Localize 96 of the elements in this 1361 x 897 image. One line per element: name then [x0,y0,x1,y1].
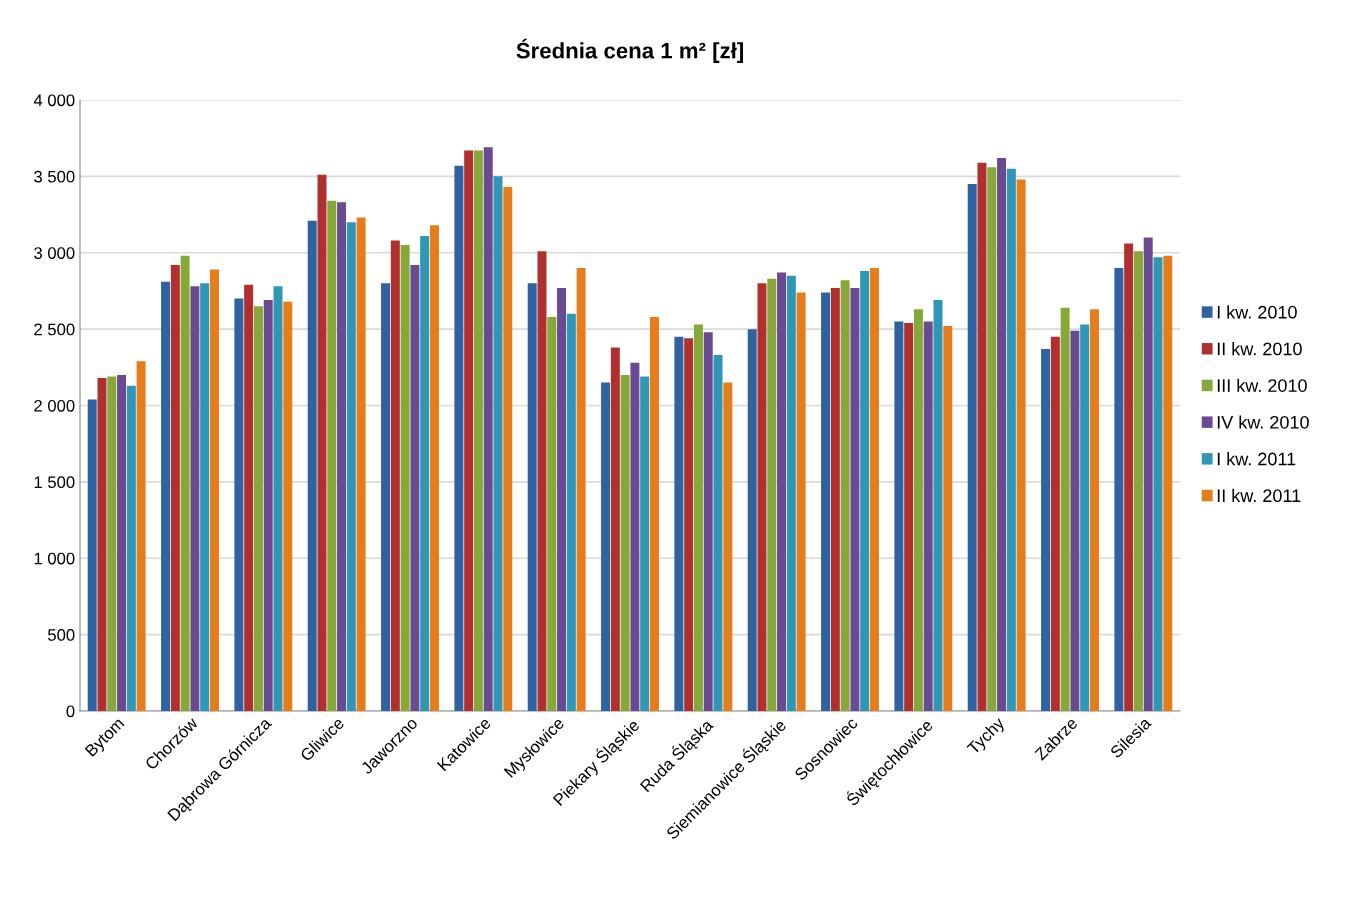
bar [473,150,483,711]
y-tick-label: 2 000 [34,399,75,412]
bar [346,222,356,711]
bar [693,324,703,711]
legend-label: III kw. 2010 [1217,378,1307,392]
bar [684,338,694,711]
bar [786,275,796,711]
y-tick-label: 1 000 [34,552,75,565]
bar [180,255,190,711]
bar [894,321,904,711]
bar [390,240,400,711]
bar [1016,179,1026,711]
bar [234,298,244,711]
bar [557,287,567,711]
bar [454,165,464,711]
bar [381,283,391,711]
bar [640,376,650,711]
bar [747,329,757,711]
bar [1143,237,1153,711]
chart-title: Średnia cena 1 m² [zł] [516,38,743,63]
bar [610,347,620,711]
bar [87,399,97,711]
bar [1133,251,1143,711]
bar [263,300,273,711]
bar [1124,243,1134,711]
bar [904,323,914,711]
bar [483,147,493,711]
legend-label: II kw. 2011 [1217,488,1301,503]
bar [527,283,537,711]
bar [1089,309,1099,711]
bar [107,376,117,711]
bar [547,316,557,711]
bar [244,284,254,711]
bar [503,187,513,711]
bar [136,361,146,711]
bar [923,321,933,711]
y-tick-label: 1 500 [34,476,75,489]
y-tick-label: 3 000 [34,247,75,259]
bar [967,184,977,711]
bar [209,269,219,711]
bar [830,287,840,711]
bar [566,313,576,711]
bar [327,200,337,711]
bar [997,158,1007,711]
bar [464,150,474,711]
bar [410,264,420,711]
legend-label: IV kw. 2010 [1217,415,1309,429]
bar [630,362,640,711]
bar [1163,255,1173,711]
bar [850,287,860,711]
bar [913,309,923,711]
bar [307,220,317,711]
bar [200,283,210,711]
bar [1041,348,1051,711]
legend-label: I kw. 2011 [1217,452,1296,466]
bar [723,382,733,711]
bar [576,268,586,711]
bar [1050,336,1060,711]
y-tick-label: 2 500 [34,323,75,336]
bar [703,332,713,711]
bar [283,301,293,711]
bar [987,167,997,711]
bar [1060,307,1070,711]
y-tick-label: 3 500 [34,170,75,183]
bar [777,272,787,711]
bar [767,278,777,711]
bar [126,385,136,711]
bar [869,268,879,711]
bar [429,225,439,711]
bar [1006,168,1016,711]
bar [356,217,366,711]
bar [840,280,850,711]
legend-label: I kw. 2010 [1217,305,1297,319]
bar [253,306,263,711]
bar [337,202,347,711]
bar [420,235,430,711]
bar [170,264,180,711]
bar [943,326,953,711]
bar [400,245,410,711]
y-tick-label: 0 [66,705,75,718]
bar [649,316,659,711]
bar [674,336,684,711]
bar [796,292,806,711]
bar [161,281,171,711]
bar [117,374,127,711]
bar [821,292,831,711]
y-tick-label: 4 000 [33,94,75,107]
bar [1070,330,1080,711]
bar [1080,324,1090,711]
bar [860,271,870,711]
bar [601,382,611,711]
bar [190,286,200,711]
y-tick-label: 500 [48,629,75,641]
bar [620,374,630,711]
legend-label: II kw. 2010 [1217,342,1302,356]
bar [1114,268,1124,711]
